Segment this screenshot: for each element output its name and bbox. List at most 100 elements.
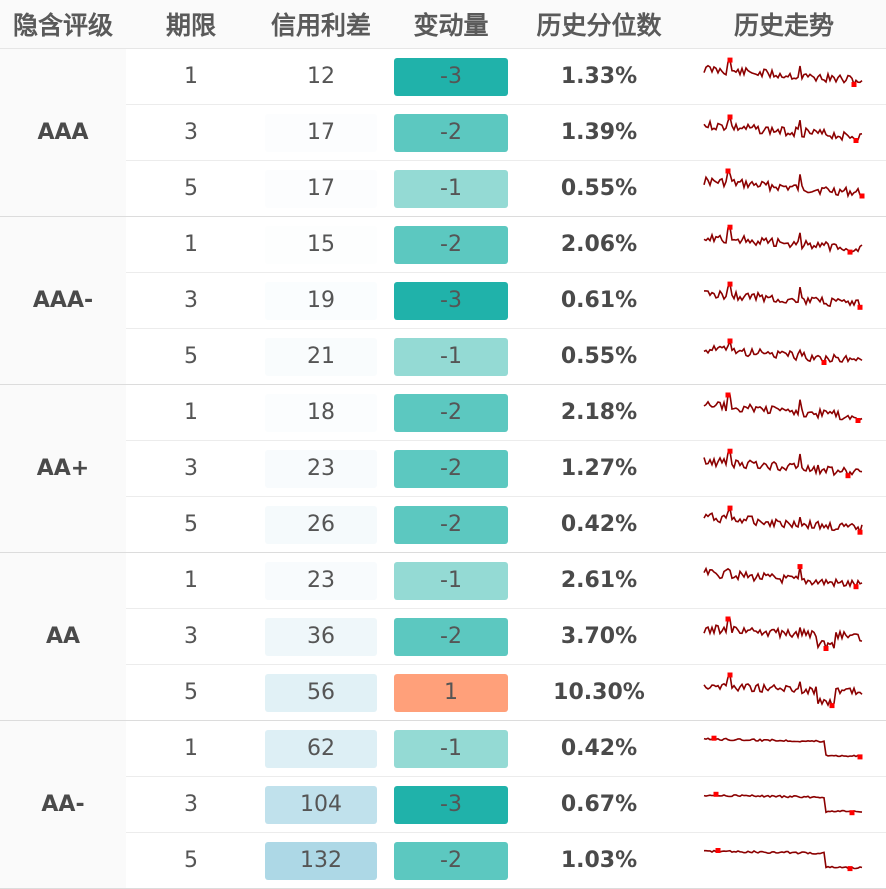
trend-max-marker: [727, 338, 733, 343]
trend-sparkline: [703, 791, 863, 815]
trend-line: [703, 168, 863, 198]
trend-min-marker: [851, 81, 857, 87]
trend-min-marker: [857, 304, 863, 310]
spread-cell: 18: [256, 384, 386, 441]
rating-cell: AA+: [0, 384, 126, 553]
trend-sparkline: [703, 114, 863, 143]
change-value: -2: [394, 505, 508, 544]
spread-value: 12: [265, 57, 377, 96]
trend-max-marker: [727, 224, 733, 230]
change-value: 1: [394, 673, 508, 712]
spread-value: 23: [265, 561, 377, 600]
spread-value: 17: [265, 113, 377, 152]
trend-line: [703, 114, 863, 142]
trend-cell: [682, 216, 886, 273]
percentile-cell: 0.55%: [516, 160, 682, 217]
change-value: -2: [394, 113, 508, 152]
trend-sparkline: [703, 448, 863, 478]
trend-sparkline: [703, 224, 863, 255]
spread-cell: 132: [256, 832, 386, 889]
tenor-cell: 1: [126, 48, 256, 105]
spread-cell: 26: [256, 496, 386, 553]
spread-cell: 15: [256, 216, 386, 273]
trend-cell: [682, 552, 886, 609]
spread-cell: 23: [256, 440, 386, 497]
percentile-cell: 1.39%: [516, 104, 682, 161]
tenor-cell: 1: [126, 216, 256, 273]
percentile-cell: 2.61%: [516, 552, 682, 609]
spread-value: 21: [265, 337, 377, 376]
change-cell: -2: [386, 608, 516, 665]
trend-sparkline: [704, 281, 863, 310]
trend-min-marker: [855, 417, 861, 423]
spread-cell: 17: [256, 160, 386, 217]
percentile-cell: 0.67%: [516, 776, 682, 833]
table-row: AA+ 1 18 -2 2.18%: [0, 384, 886, 553]
change-value: -2: [394, 393, 508, 432]
trend-cell: [682, 384, 886, 441]
tenor-cell: 1: [126, 384, 256, 441]
rating-cell: AA-: [0, 720, 126, 889]
table-row: AA- 1 62 -1 0.42%: [0, 720, 886, 889]
spread-value: 62: [265, 729, 377, 768]
trend-min-marker: [849, 809, 855, 815]
spread-cell: 62: [256, 720, 386, 777]
percentile-cell: 0.61%: [516, 272, 682, 329]
trend-min-marker: [857, 529, 863, 535]
trend-max-marker: [713, 791, 719, 797]
spread-value: 23: [265, 449, 377, 488]
change-cell: -2: [386, 496, 516, 553]
trend-min-marker: [821, 359, 827, 365]
trend-max-marker: [727, 114, 733, 119]
table-row: AA 1 23 -1 2.61%: [0, 552, 886, 721]
header-rating: 隐含评级: [0, 0, 126, 49]
trend-max-marker: [715, 847, 721, 853]
spread-cell: 21: [256, 328, 386, 385]
change-cell: -3: [386, 776, 516, 833]
trend-cell: [682, 608, 886, 665]
change-cell: -2: [386, 832, 516, 889]
table-row: AAA 1 12 -3 1.33%: [0, 48, 886, 217]
table-body: AAA 1 12 -3 1.33% 3 17 -2 1.39% 5 17 -1 0.55% AAA- 1 15…: [0, 48, 886, 889]
change-cell: -2: [386, 104, 516, 161]
spread-value: 104: [265, 785, 377, 824]
change-value: -1: [394, 169, 508, 208]
percentile-cell: 1.33%: [516, 48, 682, 105]
change-value: -3: [394, 281, 508, 320]
spread-value: 132: [265, 841, 377, 880]
tenor-cell: 5: [126, 328, 256, 385]
trend-max-marker: [725, 392, 731, 397]
tenor-cell: 5: [126, 832, 256, 889]
trend-cell: [682, 832, 886, 889]
trend-line: [703, 505, 863, 535]
trend-cell: [682, 160, 886, 217]
trend-sparkline: [703, 505, 863, 535]
trend-cell: [682, 496, 886, 553]
trend-line: [703, 617, 863, 651]
spread-value: 15: [265, 225, 377, 264]
spread-cell: 36: [256, 608, 386, 665]
change-value: -2: [394, 225, 508, 264]
trend-line: [704, 849, 863, 869]
trend-cell: [682, 272, 886, 329]
spread-cell: 19: [256, 272, 386, 329]
tenor-cell: 3: [126, 608, 256, 665]
change-cell: -2: [386, 440, 516, 497]
tenor-cell: 5: [126, 160, 256, 217]
table-row: 3 36 -2 3.70%: [0, 608, 886, 665]
percentile-cell: 1.27%: [516, 440, 682, 497]
tenor-cell: 3: [126, 272, 256, 329]
trend-cell: [682, 48, 886, 105]
header-trend: 历史走势: [682, 0, 886, 49]
trend-max-marker: [725, 616, 731, 621]
change-cell: -3: [386, 272, 516, 329]
trend-line: [703, 337, 863, 364]
tenor-cell: 1: [126, 720, 256, 777]
spread-cell: 56: [256, 664, 386, 721]
trend-line: [703, 58, 863, 87]
header-tenor: 期限: [126, 0, 256, 49]
spread-value: 18: [265, 393, 377, 432]
percentile-cell: 2.18%: [516, 384, 682, 441]
trend-line: [703, 449, 863, 478]
